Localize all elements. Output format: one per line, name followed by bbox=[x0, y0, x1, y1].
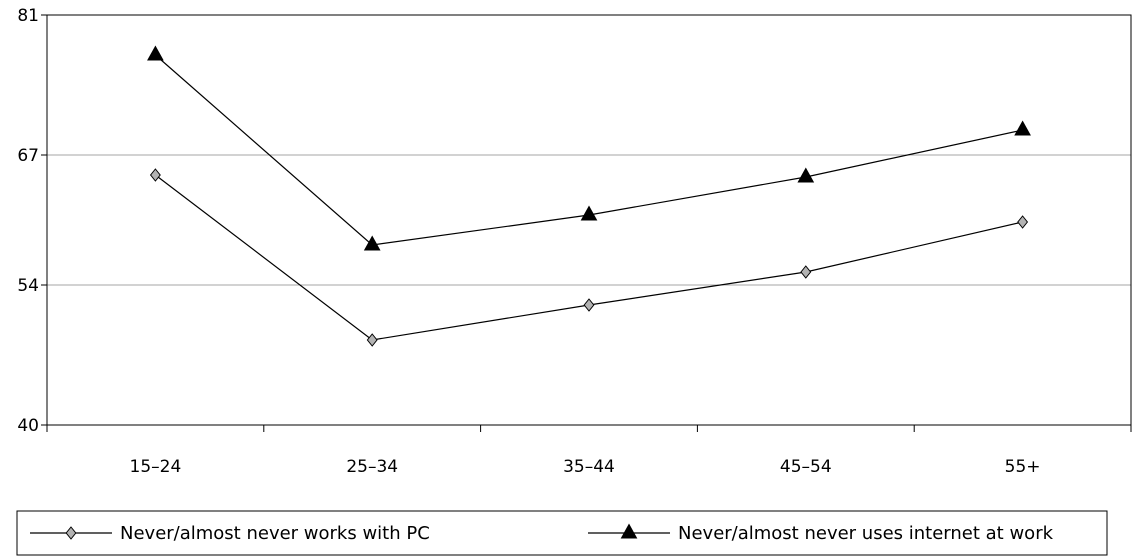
data-point-diamond bbox=[1017, 215, 1029, 229]
legend-marker-triangle bbox=[620, 523, 638, 539]
data-point-diamond bbox=[366, 333, 378, 347]
x-tick-label: 15–24 bbox=[130, 457, 182, 477]
legend-marker-diamond bbox=[65, 526, 77, 540]
legend-label-0: Never/almost never works with PC bbox=[120, 523, 430, 544]
data-point-triangle bbox=[1014, 120, 1031, 136]
legend: Never/almost never works with PC Never/al… bbox=[16, 510, 1108, 556]
y-tick-labels: 40 54 67 81 bbox=[17, 6, 47, 436]
x-tick-label: 25–34 bbox=[346, 457, 398, 477]
series-lines bbox=[155, 54, 1023, 341]
plot-frame bbox=[46, 14, 1132, 426]
data-point-diamond bbox=[149, 168, 161, 182]
data-point-diamond bbox=[583, 298, 595, 312]
data-point-triangle bbox=[580, 205, 598, 221]
y-tick-label: 81 bbox=[17, 6, 39, 26]
axes bbox=[46, 14, 1132, 426]
data-point-triangle bbox=[363, 235, 381, 251]
series-markers bbox=[147, 45, 1031, 347]
y-tick-label: 67 bbox=[17, 146, 39, 166]
legend-box bbox=[16, 510, 1108, 556]
series-line-0 bbox=[155, 174, 1023, 341]
y-tick-label: 40 bbox=[17, 416, 39, 436]
data-point-diamond bbox=[800, 265, 812, 279]
y-tick-label: 54 bbox=[17, 276, 39, 296]
x-tick-labels: 15–24 25–34 35–44 45–54 55+ bbox=[46, 425, 1132, 477]
gridlines bbox=[47, 154, 1131, 286]
x-tick-label: 55+ bbox=[1005, 457, 1041, 477]
x-tick-label: 45–54 bbox=[780, 457, 832, 477]
legend-label-1: Never/almost never uses internet at work bbox=[678, 523, 1054, 544]
data-point-triangle bbox=[797, 167, 815, 183]
data-point-triangle bbox=[147, 45, 164, 61]
x-tick-label: 35–44 bbox=[563, 457, 615, 477]
